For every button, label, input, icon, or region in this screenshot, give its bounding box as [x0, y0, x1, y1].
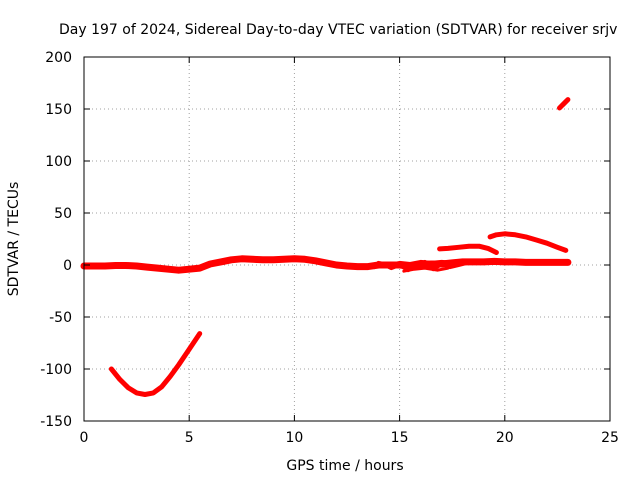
- series-arc-19h: [487, 231, 569, 253]
- plot-frame: [83, 56, 611, 422]
- series-noisy-band-b: [376, 259, 465, 267]
- x-tick-label: 25: [601, 430, 619, 446]
- y-tick-label: -50: [49, 310, 72, 326]
- y-tick-label: 0: [63, 258, 72, 274]
- series-short-segment-23h: [557, 97, 571, 111]
- x-tick-label: 10: [285, 430, 303, 446]
- x-axis-title: GPS time / hours: [286, 458, 403, 474]
- series-negative-arc: [108, 331, 203, 397]
- x-tick-label: 15: [391, 430, 409, 446]
- ticks: [83, 56, 611, 422]
- y-tick-label: 50: [54, 206, 72, 222]
- series-noisy-band-a: [372, 259, 469, 273]
- series-noisy-band-c: [402, 266, 450, 273]
- y-tick-label: 100: [45, 154, 72, 170]
- x-tick-label: 20: [496, 430, 514, 446]
- y-axis-title: SDTVAR / TECUs: [6, 182, 22, 297]
- x-tick-label: 5: [185, 430, 194, 446]
- series-baseline-arc: [80, 255, 572, 274]
- grid: [84, 57, 610, 421]
- y-tick-label: 200: [45, 50, 72, 66]
- x-tick-label: 0: [80, 430, 89, 446]
- chart-title: Day 197 of 2024, Sidereal Day-to-day VTE…: [59, 22, 617, 38]
- y-tick-labels: -150 -100 -50 0 50 100 150 200: [40, 50, 72, 430]
- x-tick-labels: 0 5 10 15 20 25: [80, 430, 619, 446]
- y-tick-label: -150: [40, 414, 72, 430]
- y-tick-label: -100: [40, 362, 72, 378]
- y-tick-label: 150: [45, 102, 72, 118]
- series-arc-17h: [437, 243, 499, 255]
- data-series: [80, 97, 572, 397]
